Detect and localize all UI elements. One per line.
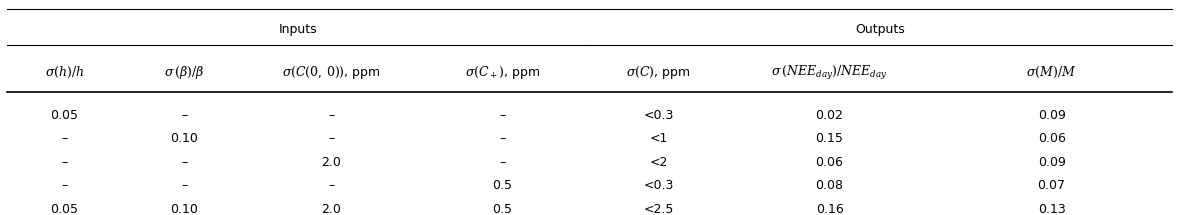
Text: –: – <box>499 132 505 145</box>
Text: $\sigma(h)/h$: $\sigma(h)/h$ <box>45 65 84 80</box>
Text: 0.06: 0.06 <box>816 156 843 169</box>
Text: <0.3: <0.3 <box>644 109 674 122</box>
Text: 0.10: 0.10 <box>171 132 198 145</box>
Text: 0.08: 0.08 <box>816 179 843 192</box>
Text: –: – <box>61 132 67 145</box>
Text: <0.3: <0.3 <box>644 179 674 192</box>
Text: –: – <box>182 156 188 169</box>
Text: 0.07: 0.07 <box>1037 179 1066 192</box>
Text: –: – <box>182 109 188 122</box>
Text: Inputs: Inputs <box>279 23 318 36</box>
Text: 0.5: 0.5 <box>492 179 512 192</box>
Text: –: – <box>182 179 188 192</box>
Text: 0.10: 0.10 <box>171 203 198 215</box>
Text: 0.13: 0.13 <box>1038 203 1066 215</box>
Text: 2.0: 2.0 <box>321 203 342 215</box>
Text: –: – <box>499 156 505 169</box>
Text: <2.5: <2.5 <box>644 203 674 215</box>
Text: 2.0: 2.0 <box>321 156 342 169</box>
Text: –: – <box>328 179 334 192</box>
Text: $\sigma(C_+)$, ppm: $\sigma(C_+)$, ppm <box>464 64 540 81</box>
Text: $\sigma\,(NEE_{day})/NEE_{day}$: $\sigma\,(NEE_{day})/NEE_{day}$ <box>771 64 888 81</box>
Text: –: – <box>328 132 334 145</box>
Text: <2: <2 <box>650 156 668 169</box>
Text: $\sigma(C)$, ppm: $\sigma(C)$, ppm <box>626 64 691 81</box>
Text: –: – <box>61 156 67 169</box>
Text: 0.06: 0.06 <box>1038 132 1066 145</box>
Text: 0.05: 0.05 <box>51 109 78 122</box>
Text: <1: <1 <box>650 132 668 145</box>
Text: 0.02: 0.02 <box>816 109 843 122</box>
Text: 0.5: 0.5 <box>492 203 512 215</box>
Text: 0.09: 0.09 <box>1038 156 1066 169</box>
Text: –: – <box>328 109 334 122</box>
Text: –: – <box>499 109 505 122</box>
Text: –: – <box>61 179 67 192</box>
Text: $\sigma(M)/M$: $\sigma(M)/M$ <box>1026 65 1077 80</box>
Text: 0.16: 0.16 <box>816 203 843 215</box>
Text: 0.05: 0.05 <box>51 203 78 215</box>
Text: Outputs: Outputs <box>855 23 906 36</box>
Text: $\sigma\,(\beta)/\beta$: $\sigma\,(\beta)/\beta$ <box>165 64 205 81</box>
Text: $\sigma(C(0,\,0))$, ppm: $\sigma(C(0,\,0))$, ppm <box>282 64 381 81</box>
Text: 0.09: 0.09 <box>1038 109 1066 122</box>
Text: 0.15: 0.15 <box>816 132 843 145</box>
